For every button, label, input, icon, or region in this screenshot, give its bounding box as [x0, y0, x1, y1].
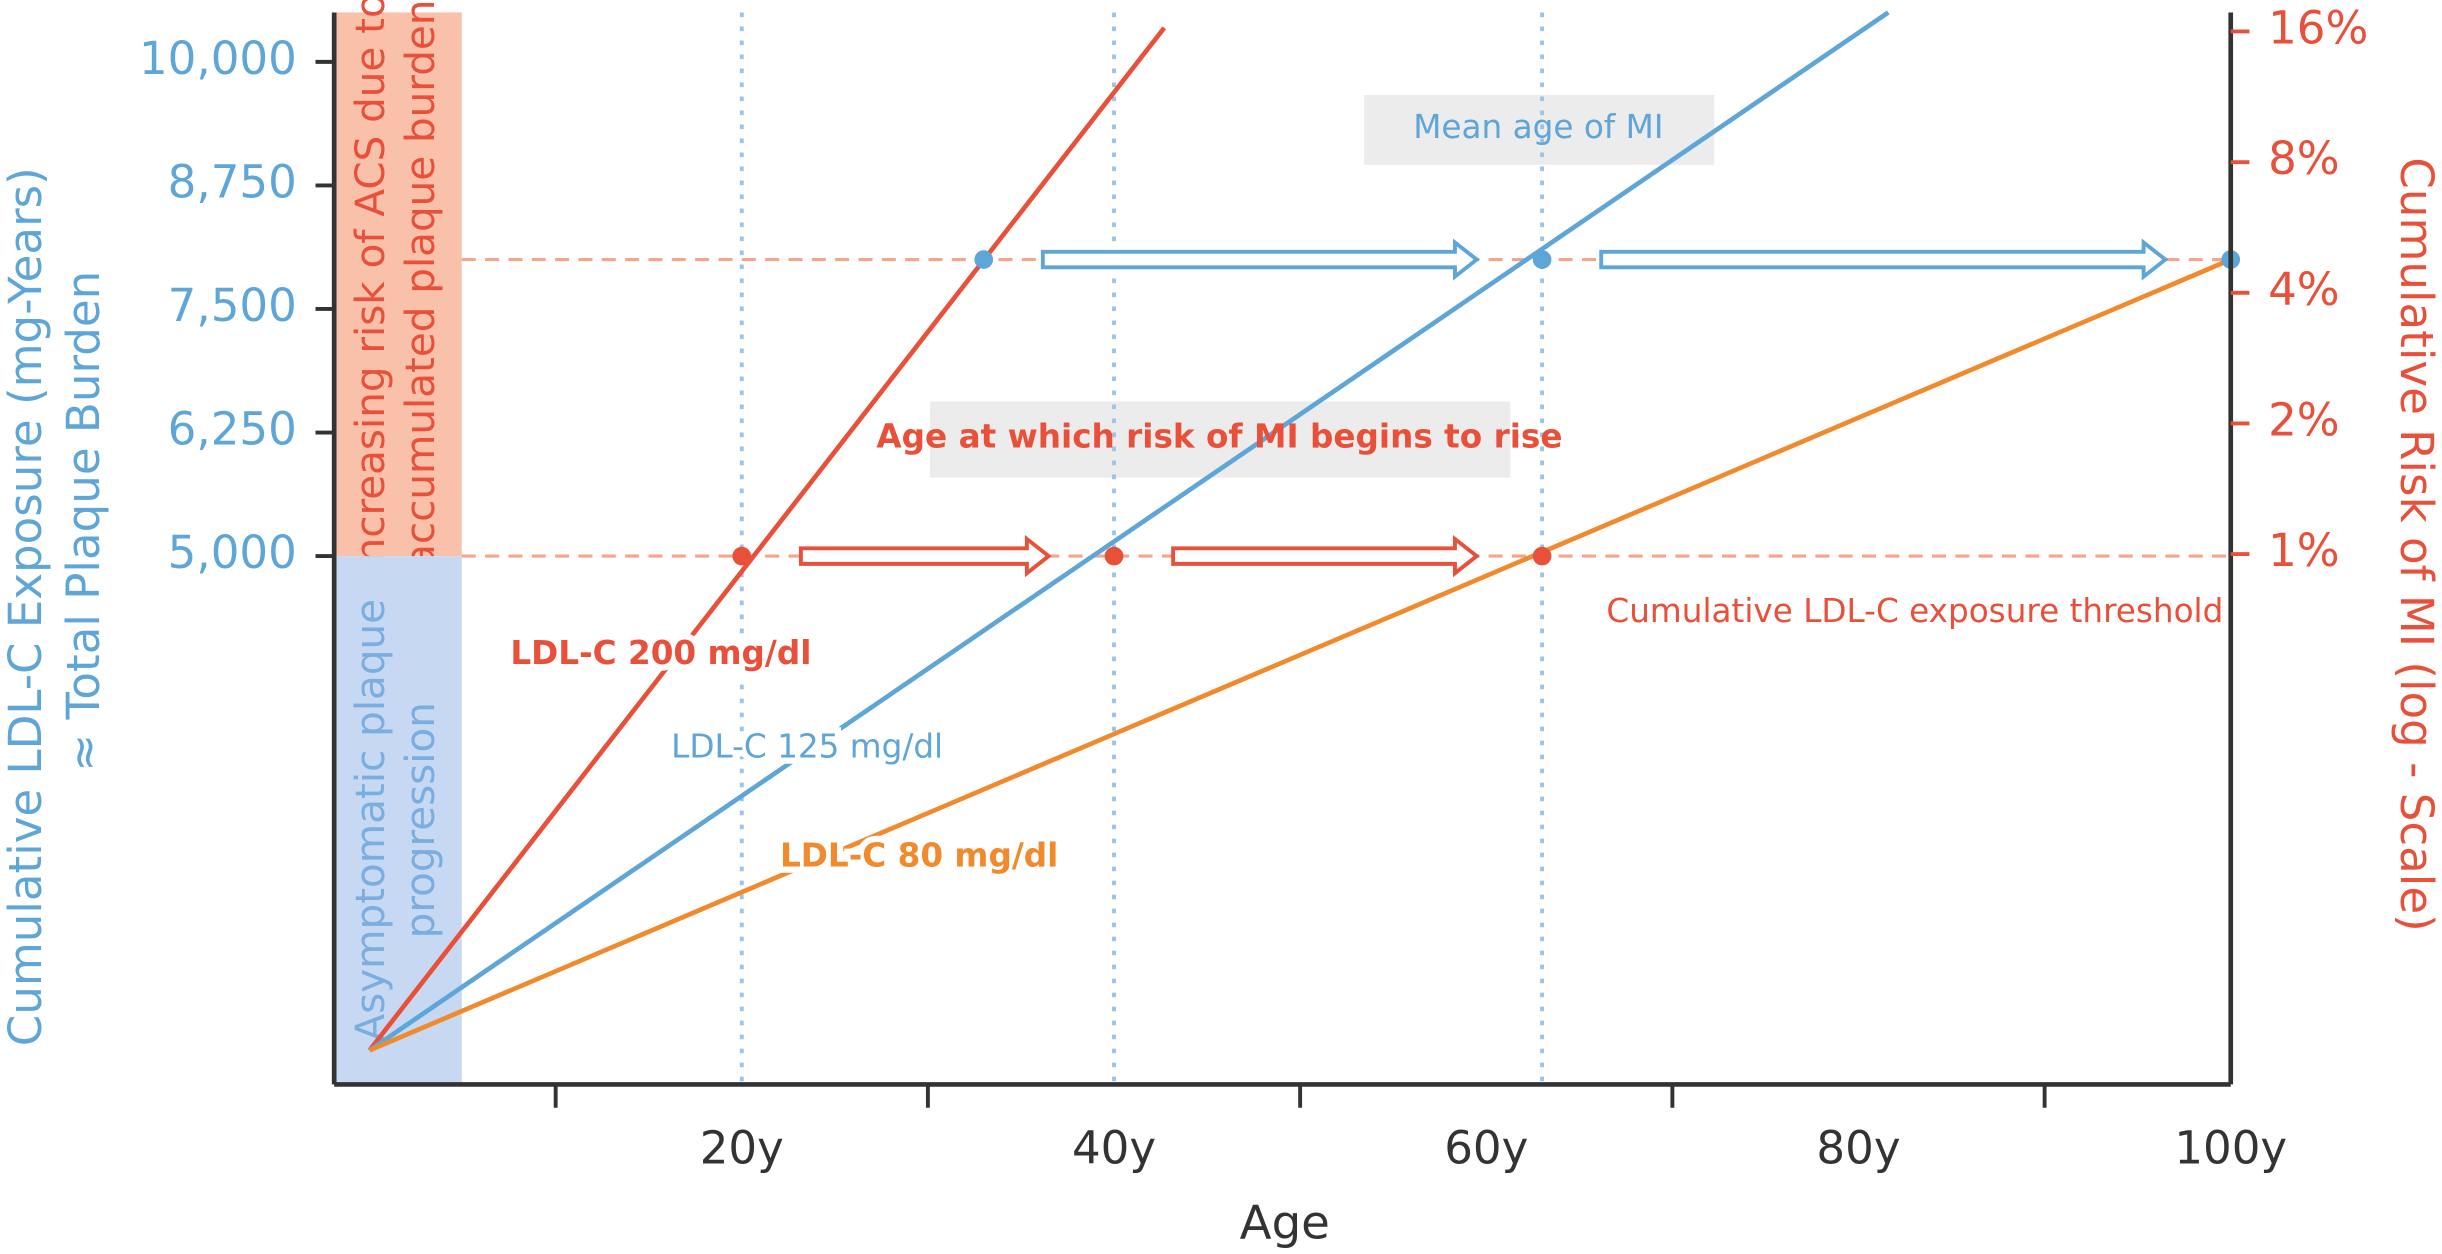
series-label: LDL-C 80 mg/dl — [780, 836, 1058, 874]
y2-tick-label: 16% — [2268, 1, 2368, 54]
annotation: Age at which risk of MI begins to rise — [876, 418, 1562, 456]
y2-tick-label: 8% — [2268, 132, 2340, 185]
y2-axis-title: Cumulative Risk of MI (log - Scale) — [2390, 157, 2442, 931]
y2-tick-label: 4% — [2268, 263, 2340, 316]
annotation-box — [930, 401, 1511, 478]
x-tick-label: 40y — [1072, 1121, 1156, 1174]
y-tick-label: 10,000 — [139, 32, 297, 85]
series-label: LDL-C 125 mg/dl — [671, 727, 943, 765]
x-axis-title: Age — [1240, 1196, 1330, 1250]
series-line — [368, 10, 1890, 1053]
marker — [1104, 546, 1124, 566]
band — [334, 556, 462, 1085]
x-tick-label: 80y — [1816, 1121, 1900, 1174]
band-label: Increasing risk of ACS due to — [346, 0, 394, 575]
annotation: Cumulative LDL-C exposure threshold — [1606, 592, 2223, 630]
annotation-box — [1364, 94, 1715, 165]
y-tick-label: 7,500 — [168, 279, 297, 332]
series-line — [368, 257, 2232, 1053]
marker — [1532, 250, 1552, 269]
y2-tick-label: 1% — [2268, 524, 2340, 577]
arrow — [798, 534, 1052, 578]
y-tick-label: 5,000 — [168, 526, 297, 579]
arrow — [1040, 238, 1480, 281]
annotation: Mean age of MI — [1413, 108, 1663, 146]
x-tick-label: 60y — [1444, 1121, 1528, 1174]
band-label: progression — [396, 702, 444, 938]
y-tick-label: 6,250 — [168, 403, 297, 456]
y2-tick-label: 2% — [2268, 393, 2340, 446]
x-tick-label: 100y — [2174, 1121, 2287, 1174]
band-label: Asymptomatic plaque — [346, 599, 394, 1042]
y-axis-title: Cumulative LDL-C Exposure (mg-Years) — [0, 167, 52, 1046]
arrow — [1171, 534, 1480, 578]
band-label: accumulated plaque burden — [396, 0, 444, 569]
x-tick-label: 20y — [700, 1121, 784, 1174]
y-axis-title: ≈ Total Plaque Burden — [57, 271, 110, 772]
series-label: LDL-C 200 mg/dl — [510, 634, 811, 672]
marker — [974, 250, 994, 269]
series-line — [367, 26, 1167, 1052]
band — [334, 12, 462, 557]
marker — [732, 546, 752, 566]
y-tick-label: 8,750 — [168, 155, 297, 208]
marker — [1532, 546, 1552, 566]
arrow — [1599, 238, 2169, 281]
